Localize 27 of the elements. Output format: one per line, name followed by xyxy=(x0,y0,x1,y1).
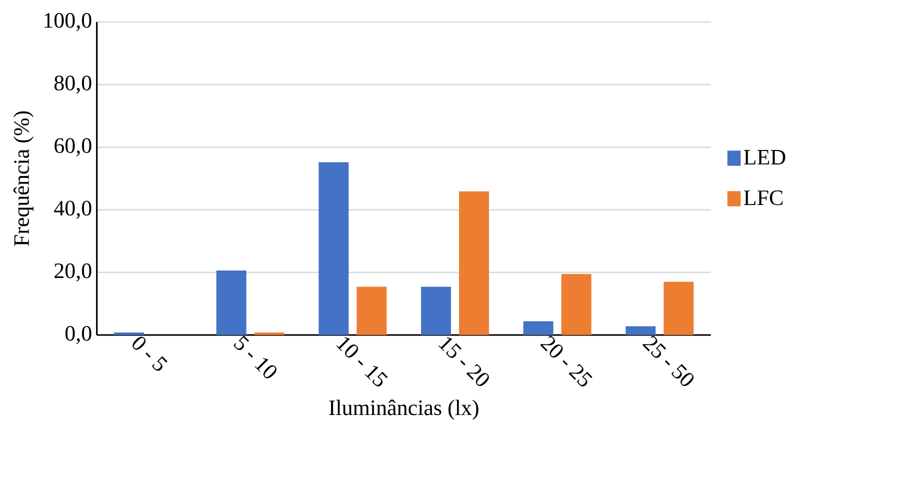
bar xyxy=(664,282,694,335)
legend-label: LED xyxy=(744,150,786,164)
bar xyxy=(523,321,554,335)
y-axis-title: Frequência (%) xyxy=(13,111,34,246)
y-tick-label: 0,0 xyxy=(65,326,92,344)
x-tick-label: 5 - 10 xyxy=(234,336,276,378)
bar xyxy=(561,274,592,335)
y-tick-label: 60,0 xyxy=(54,138,92,156)
y-tick-label: 20,0 xyxy=(54,263,92,282)
y-tick-label: 100,0 xyxy=(44,12,92,32)
bar xyxy=(626,326,656,335)
x-axis-title: Iluminâncias (lx) xyxy=(329,400,478,420)
bar xyxy=(254,332,284,335)
x-tick-label: 10 - 15 xyxy=(336,337,388,386)
x-tick-label: 15 - 20 xyxy=(438,337,489,386)
bar xyxy=(318,162,349,335)
bar xyxy=(114,332,144,335)
y-tick-label: 40,0 xyxy=(54,200,92,219)
bar xyxy=(421,286,451,335)
bar xyxy=(216,270,246,335)
x-tick-label: 25 - 50 xyxy=(642,336,694,386)
x-tick-label: 20 - 25 xyxy=(540,336,592,386)
y-tick-label: 80,0 xyxy=(54,76,92,94)
legend-label: LFC xyxy=(744,190,782,206)
bar xyxy=(459,191,489,335)
bar xyxy=(356,286,387,335)
x-tick-label: 0 - 5 xyxy=(132,336,168,371)
